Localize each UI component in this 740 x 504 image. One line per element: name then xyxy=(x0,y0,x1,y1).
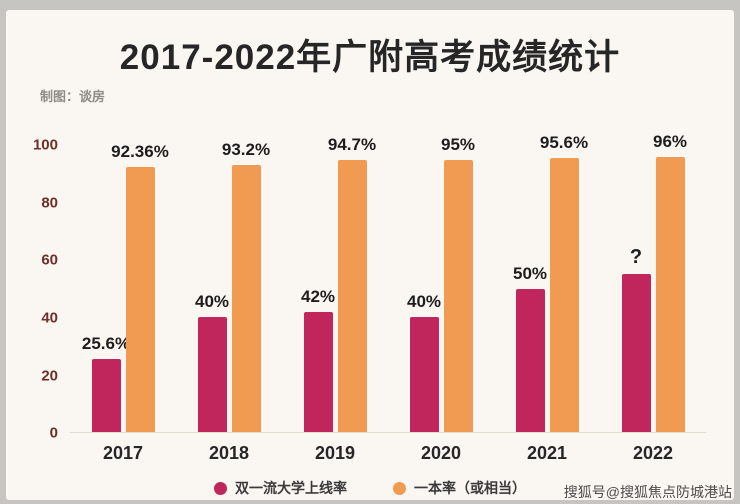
bar-s1-2021: 95.6% xyxy=(540,133,588,433)
bar-value-label: 40% xyxy=(194,292,230,312)
x-axis-label-2021: 2021 xyxy=(526,443,568,464)
page-title: 2017-2022年广附高考成绩统计 xyxy=(119,38,621,77)
chart-body: 100 80 60 40 20 0 25.6% 92.36% 40% 93.2% 42% 94.7%… xyxy=(26,132,706,442)
y-axis-tick-label: 40 xyxy=(41,309,58,327)
legend-item-series0: 双一流大学上线率 xyxy=(214,478,347,498)
bar-value-label: 42% xyxy=(300,286,336,306)
chart-card: 2017-2022年广附高考成绩统计 制图：谈房 100 80 60 40 20 0 25… xyxy=(6,10,734,500)
legend: 双一流大学上线率 一本率（或相当） xyxy=(6,478,734,498)
x-axis-label-2018: 2018 xyxy=(208,443,250,464)
bar-value-label: 95% xyxy=(440,134,476,154)
y-axis-tick-label: 60 xyxy=(41,251,58,269)
bar-value-label: ? xyxy=(629,246,643,269)
legend-dot-icon xyxy=(214,481,227,495)
y-axis: 100 80 60 40 20 0 xyxy=(26,137,70,442)
bar-value-label: 92.36% xyxy=(111,142,169,162)
credit-line: 制图：谈房 xyxy=(40,89,106,105)
bar-s1-2019: 94.7% xyxy=(328,135,376,433)
bar-group-2018: 40% 93.2% xyxy=(176,140,282,433)
bar-s0-2019: 42% xyxy=(301,287,335,433)
legend-label-series1: 一本率（或相当） xyxy=(414,480,526,497)
bar-group-2020: 40% 95% xyxy=(388,135,494,433)
y-axis-tick-label: 0 xyxy=(49,424,58,442)
bar-s1-2022: 96% xyxy=(653,132,687,433)
bar-s1-2017: 92.36% xyxy=(111,142,169,433)
x-axis-label-2022: 2022 xyxy=(632,443,674,464)
bar-s0-2018: 40% xyxy=(195,292,229,433)
watermark: 搜狐号@搜狐焦点防城港站 xyxy=(563,484,732,500)
bar-group-2019: 42% 94.7% xyxy=(282,135,388,433)
x-axis-label-2020: 2020 xyxy=(420,443,462,464)
bar-value-label: 96% xyxy=(652,131,688,151)
y-axis-tick-label: 80 xyxy=(41,194,58,212)
bar-value-label: 25.6% xyxy=(81,333,131,353)
bar-value-label: 95.6% xyxy=(539,132,589,152)
legend-item-series1: 一本率（或相当） xyxy=(393,478,526,498)
plot-area: 25.6% 92.36% 40% 93.2% 42% 94.7% 40% 95% 50% 95.6… xyxy=(70,132,706,434)
x-axis-label-2019: 2019 xyxy=(314,443,356,464)
bar-s0-2022: ? xyxy=(621,246,651,433)
x-axis-label-2017: 2017 xyxy=(102,443,144,464)
legend-dot-icon xyxy=(393,481,406,495)
bar-group-2022: ? 96% xyxy=(600,132,706,433)
bar-s1-2018: 93.2% xyxy=(222,140,270,433)
bar-value-label: 50% xyxy=(512,263,548,283)
bar-s0-2017: 25.6% xyxy=(82,334,130,433)
bar-value-label: 93.2% xyxy=(221,139,271,159)
bar-group-2017: 25.6% 92.36% xyxy=(70,142,176,433)
bar-s0-2020: 40% xyxy=(407,292,441,433)
bar-value-label: 40% xyxy=(406,292,442,312)
bar-s1-2020: 95% xyxy=(441,135,475,433)
y-axis-tick-label: 100 xyxy=(32,136,58,154)
bar-chart: 100 80 60 40 20 0 25.6% 92.36% 40% 93.2% 42% 94.7%… xyxy=(26,132,706,464)
x-axis: 2017 2018 2019 2020 2021 2022 xyxy=(70,443,706,464)
bar-group-2021: 50% 95.6% xyxy=(494,133,600,433)
y-axis-tick-label: 20 xyxy=(41,367,58,385)
bar-value-label: 94.7% xyxy=(327,135,377,155)
legend-label-series0: 双一流大学上线率 xyxy=(235,480,347,497)
bar-s0-2021: 50% xyxy=(513,264,547,433)
